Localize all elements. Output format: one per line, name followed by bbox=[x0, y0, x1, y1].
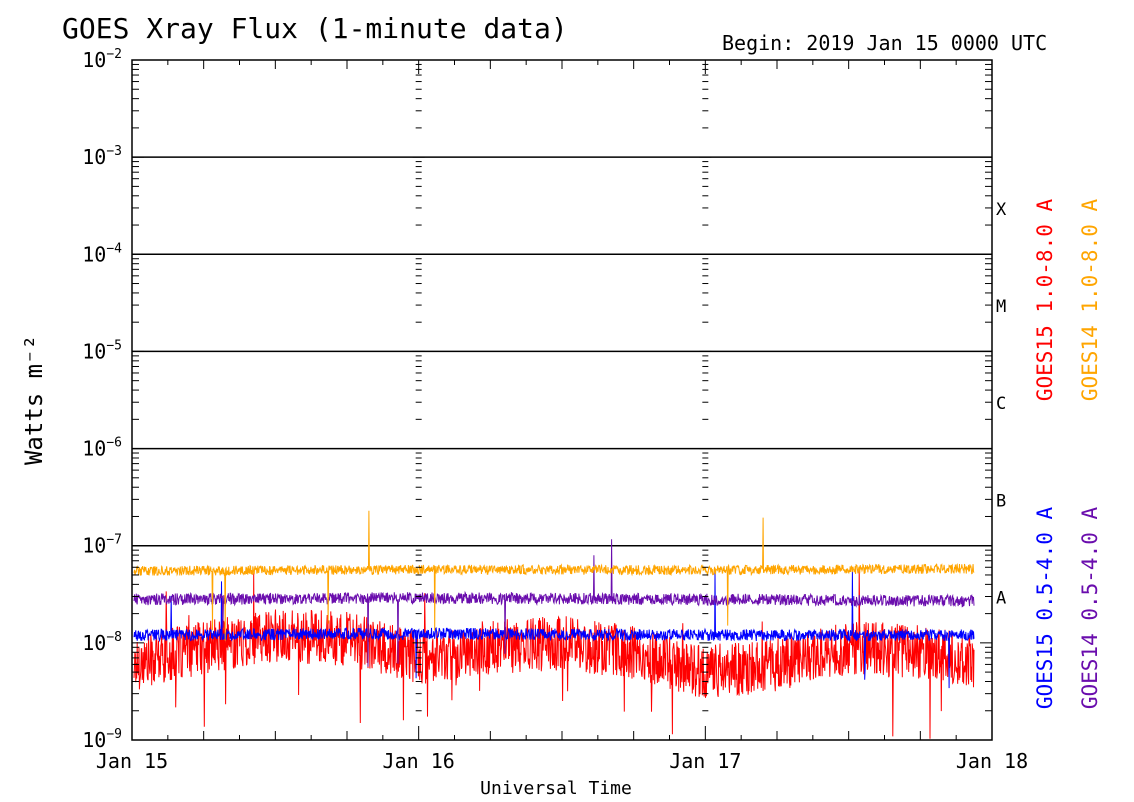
series-line-goes14-0-5-4-0-a bbox=[133, 539, 975, 667]
flare-class-C: C bbox=[996, 394, 1006, 414]
flare-class-A: A bbox=[996, 589, 1006, 609]
axis-ticks bbox=[131, 60, 993, 741]
y-axis-label: Watts m⁻² bbox=[20, 335, 48, 465]
x-tick-label: Jan 15 bbox=[96, 749, 168, 773]
series-line-goes15-0-5-4-0-a bbox=[133, 570, 975, 689]
y-tick-label: 10−2 bbox=[82, 47, 122, 72]
flare-class-B: B bbox=[996, 491, 1006, 511]
y-tick-label: 10−9 bbox=[82, 727, 122, 752]
legend-entry-goes14-1-0-8-0-a: GOES14 1.0-8.0 A bbox=[1078, 199, 1102, 402]
y-tick-labels: 10−9 10−8 10−7 10−6 10−5 10−4 10−3 10−2 bbox=[82, 47, 122, 752]
flare-class-labels: A B C M X bbox=[996, 200, 1007, 609]
y-tick-label: 10−5 bbox=[82, 338, 122, 363]
legend-entry-goes14-0-5-4-0-a: GOES14 0.5-4.0 A bbox=[1078, 507, 1102, 710]
y-tick-label: 10−7 bbox=[82, 533, 122, 558]
x-tick-label: Jan 18 bbox=[956, 749, 1028, 773]
series-layer bbox=[133, 510, 975, 739]
x-tick-label: Jan 16 bbox=[383, 749, 455, 773]
x-axis-label: Universal Time bbox=[480, 778, 632, 799]
flare-class-M: M bbox=[996, 297, 1006, 317]
y-tick-label: 10−8 bbox=[82, 630, 122, 655]
legend-entry-goes15-0-5-4-0-a: GOES15 0.5-4.0 A bbox=[1033, 507, 1057, 710]
flare-class-X: X bbox=[996, 200, 1007, 220]
x-tick-labels: Jan 15 Jan 16 Jan 17 Jan 18 bbox=[96, 749, 1028, 773]
chart-title: GOES Xray Flux (1-minute data) bbox=[62, 12, 568, 45]
begin-label: Begin: 2019 Jan 15 0000 UTC bbox=[722, 31, 1047, 55]
y-tick-label: 10−4 bbox=[82, 241, 122, 266]
grid-lines bbox=[132, 156, 992, 547]
legend: GOES15 1.0-8.0 A GOES14 1.0-8.0 A GOES15 0… bbox=[1033, 199, 1102, 710]
legend-entry-goes15-1-0-8-0-a: GOES15 1.0-8.0 A bbox=[1033, 199, 1057, 402]
x-tick-label: Jan 17 bbox=[669, 749, 741, 773]
series-line-goes14-1-0-8-0-a bbox=[133, 510, 975, 641]
y-tick-label: 10−6 bbox=[82, 436, 122, 461]
y-tick-label: 10−3 bbox=[82, 144, 122, 169]
